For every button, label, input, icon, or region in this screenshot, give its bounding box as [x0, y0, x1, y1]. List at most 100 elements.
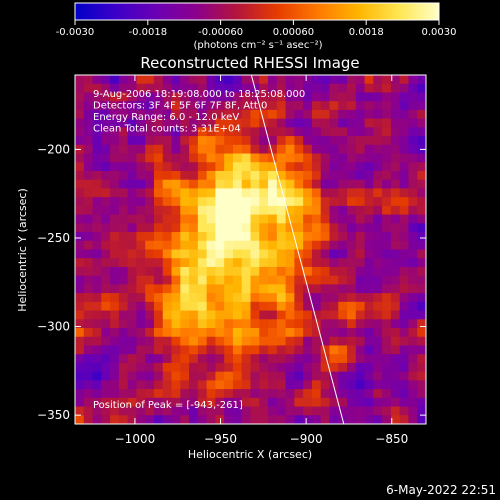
- heatmap-cell: [171, 266, 181, 277]
- heatmap-cell: [355, 92, 366, 102]
- heatmap-cell: [232, 397, 243, 408]
- solar-limb-line: [250, 75, 345, 424]
- heatmap-cell: [408, 170, 418, 181]
- heatmap-cell: [285, 205, 295, 216]
- heatmap-cell: [382, 127, 392, 137]
- heatmap-cell: [75, 162, 85, 172]
- heatmap-cell: [390, 75, 401, 85]
- heatmap-cell: [408, 75, 418, 85]
- heatmap-cell: [145, 293, 155, 303]
- heatmap-cell: [373, 406, 383, 416]
- heatmap-cell: [390, 389, 401, 399]
- heatmap-cell: [101, 101, 111, 111]
- heatmap-cell: [224, 336, 234, 346]
- heatmap-cell: [136, 362, 146, 373]
- heatmap-cell: [101, 223, 111, 233]
- heatmap-cell: [355, 240, 366, 250]
- y-tick-label: −350: [37, 408, 70, 422]
- heatmap-cell: [110, 284, 120, 294]
- heatmap-cell: [294, 354, 304, 364]
- heatmap-cell: [285, 83, 295, 93]
- heatmap-cell: [355, 310, 366, 320]
- heatmap-cell: [171, 240, 181, 250]
- heatmap-cell: [311, 153, 322, 163]
- heatmap-cell: [75, 153, 85, 163]
- heatmap-cell: [417, 319, 426, 329]
- heatmap-cell: [180, 136, 190, 146]
- heatmap-cell: [364, 92, 374, 102]
- heatmap-cell: [197, 354, 208, 364]
- heatmap-cell: [171, 319, 181, 329]
- heatmap-cell: [92, 371, 102, 381]
- heatmap-cell: [153, 345, 164, 355]
- heatmap-cell: [285, 136, 295, 146]
- heatmap-cell: [268, 92, 278, 102]
- heatmap-cell: [75, 109, 85, 120]
- heatmap-cell: [118, 336, 129, 346]
- heatmap-cell: [75, 136, 85, 146]
- heatmap-cell: [110, 127, 120, 137]
- heatmap-cell: [206, 197, 216, 207]
- heatmap-cell: [110, 153, 120, 163]
- heatmap-cell: [285, 293, 295, 303]
- heatmap-cell: [232, 328, 243, 338]
- heatmap-cell: [241, 293, 251, 303]
- heatmap-cell: [153, 240, 164, 250]
- heatmap-cell: [373, 319, 383, 329]
- heatmap-cell: [294, 293, 304, 303]
- heatmap-cell: [408, 101, 418, 111]
- heatmap-cell: [189, 319, 199, 329]
- heatmap-cell: [399, 266, 409, 277]
- annotation-line: Detectors: 3F 4F 5F 6F 7F 8F, Att 0: [93, 101, 267, 112]
- heatmap-cell: [285, 371, 295, 381]
- heatmap-cell: [303, 153, 313, 163]
- heatmap-cell: [294, 214, 304, 224]
- heatmap-cell: [110, 92, 120, 102]
- heatmap-cell: [241, 75, 251, 85]
- heatmap-cell: [180, 319, 190, 329]
- heatmap-cell: [206, 153, 216, 163]
- heatmap-cell: [118, 362, 129, 373]
- heatmap-cell: [83, 354, 94, 364]
- heatmap-cell: [303, 293, 313, 303]
- heatmap-cell: [127, 136, 137, 146]
- heatmap-cell: [320, 266, 330, 277]
- heatmap-cell: [101, 179, 111, 189]
- heatmap-cell: [153, 397, 164, 408]
- heatmap-cell: [399, 188, 409, 198]
- heatmap-cell: [294, 92, 304, 102]
- heatmap-cell: [215, 354, 225, 364]
- heatmap-cell: [206, 170, 216, 181]
- heatmap-cell: [285, 345, 295, 355]
- heatmap-cell: [399, 101, 409, 111]
- heatmap-cell: [153, 301, 164, 312]
- heatmap-cell: [189, 362, 199, 373]
- heatmap-cell: [259, 179, 269, 189]
- heatmap-cell: [83, 197, 94, 207]
- heatmap-cell: [232, 188, 243, 198]
- heatmap-cell: [382, 118, 392, 128]
- heatmap-cell: [320, 389, 330, 399]
- heatmap-cell: [171, 275, 181, 285]
- heatmap-cell: [250, 188, 260, 198]
- heatmap-cell: [285, 162, 295, 172]
- heatmap-cell: [364, 275, 374, 285]
- heatmap-cell: [329, 205, 339, 216]
- heatmap-cell: [153, 266, 164, 277]
- heatmap-cell: [276, 170, 287, 181]
- heatmap-cell: [215, 380, 225, 390]
- heatmap-cell: [180, 389, 190, 399]
- heatmap-cell: [329, 118, 339, 128]
- heatmap-cell: [347, 197, 357, 207]
- heatmap-cell: [408, 415, 418, 424]
- heatmap-cell: [294, 188, 304, 198]
- heatmap-cell: [311, 310, 322, 320]
- heatmap-cell: [347, 232, 357, 242]
- heatmap-cell: [232, 293, 243, 303]
- heatmap-cell: [232, 92, 243, 102]
- heatmap-cell: [118, 345, 129, 355]
- heatmap-cell: [259, 380, 269, 390]
- x-tick-label: −1000: [115, 432, 156, 446]
- heatmap-cell: [417, 362, 426, 373]
- heatmap-cell: [92, 118, 102, 128]
